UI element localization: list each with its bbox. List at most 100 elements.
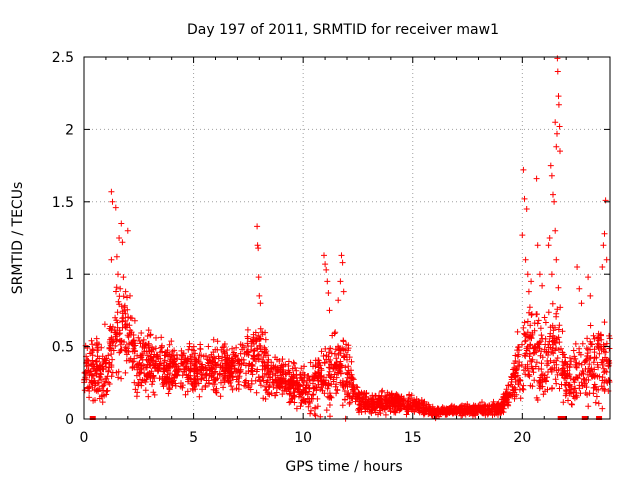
data-point [379, 387, 386, 394]
data-point [576, 372, 583, 379]
data-point [587, 292, 594, 299]
data-point [555, 284, 562, 291]
data-point [283, 388, 290, 395]
data-point [561, 368, 568, 375]
data-point [292, 364, 299, 371]
data-point [512, 379, 519, 385]
data-point [101, 321, 108, 328]
data-point [200, 365, 207, 372]
data-point [596, 373, 603, 380]
data-point [124, 227, 131, 234]
data-point [291, 360, 298, 367]
data-point [524, 329, 531, 336]
data-point [301, 374, 307, 381]
data-point [113, 253, 120, 260]
data-point [154, 368, 161, 375]
data-point-low [596, 416, 603, 420]
data-point [512, 386, 519, 393]
data-point [594, 340, 601, 347]
data-point [262, 336, 269, 343]
data-point [349, 395, 356, 402]
data-point [297, 383, 303, 390]
data-point [547, 324, 554, 331]
data-point [553, 380, 560, 387]
data-point [516, 362, 523, 369]
data-point [278, 375, 285, 382]
data-point [336, 347, 342, 354]
data-point [108, 334, 115, 341]
data-point [492, 406, 499, 413]
data-point [595, 364, 602, 371]
data-point [542, 341, 549, 348]
data-point [150, 346, 157, 353]
data-point [545, 242, 552, 249]
data-point [82, 374, 89, 381]
data-point [259, 348, 265, 355]
data-point [344, 393, 351, 400]
data-point [534, 311, 540, 318]
data-point [239, 346, 246, 353]
data-point [165, 353, 171, 360]
data-point [257, 325, 264, 332]
data-point [481, 408, 488, 415]
data-point [323, 266, 330, 273]
data-point [452, 407, 459, 414]
data-point [254, 242, 261, 249]
data-point [131, 347, 138, 354]
data-point [544, 386, 551, 393]
data-point [555, 93, 562, 100]
data-point [99, 353, 106, 360]
data-point [587, 322, 594, 329]
data-point [534, 320, 541, 327]
data-point [272, 392, 279, 399]
data-point [510, 371, 516, 378]
data-point [99, 387, 106, 394]
data-point [602, 197, 609, 204]
data-point [387, 407, 394, 414]
data-point [245, 362, 252, 369]
data-point [520, 166, 527, 173]
data-point [249, 338, 256, 345]
data-point [512, 352, 519, 359]
data-point [174, 369, 181, 376]
data-point [319, 381, 326, 388]
data-point [531, 327, 538, 334]
data-point [329, 332, 336, 339]
data-point [173, 351, 180, 358]
data-point [347, 379, 354, 386]
data-point [586, 361, 593, 368]
data-point [512, 367, 519, 374]
data-point [460, 403, 467, 409]
data-point [548, 172, 555, 179]
data-point [265, 391, 272, 397]
data-point [515, 381, 522, 388]
data-point [89, 372, 96, 379]
data-point [217, 393, 224, 400]
data-point [279, 356, 286, 363]
data-point [271, 379, 277, 386]
data-point [114, 336, 121, 343]
data-point [363, 393, 370, 400]
data-point [263, 352, 269, 359]
data-point [346, 400, 353, 407]
data-point [122, 369, 129, 376]
data-point [214, 338, 221, 345]
data-point [116, 337, 123, 344]
data-point [538, 360, 545, 367]
data-point [283, 371, 290, 378]
data-point [332, 329, 339, 336]
data-point [549, 365, 556, 372]
data-point [215, 353, 222, 360]
data-point [392, 402, 399, 409]
data-point [518, 361, 525, 368]
data-point [119, 318, 126, 324]
data-point [275, 367, 282, 374]
data-point [295, 388, 302, 395]
data-point [180, 350, 187, 357]
data-point [99, 399, 106, 406]
data-point [584, 352, 591, 359]
data-point [549, 300, 556, 307]
data-point [582, 358, 589, 365]
data-point [108, 256, 115, 263]
data-point [572, 362, 579, 368]
